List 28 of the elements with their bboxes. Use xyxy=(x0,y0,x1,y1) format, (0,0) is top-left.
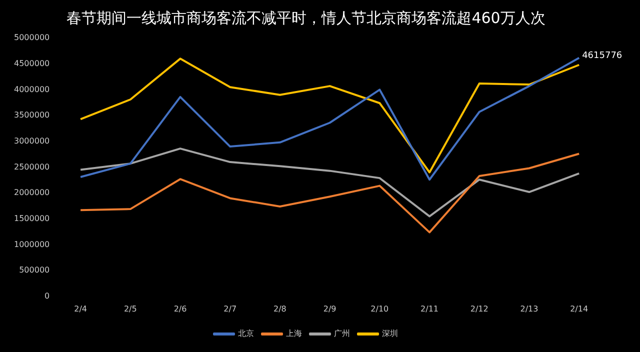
x-tick-label: 2/9 xyxy=(323,304,336,314)
x-tick-label: 2/13 xyxy=(520,304,538,314)
x-tick-label: 2/5 xyxy=(124,304,137,314)
y-tick-label: 1000000 xyxy=(14,240,50,249)
x-tick-label: 2/12 xyxy=(470,304,488,314)
x-tick-label: 2/6 xyxy=(174,304,187,314)
y-tick-label: 4000000 xyxy=(14,84,50,94)
x-tick-label: 2/8 xyxy=(274,304,286,314)
y-tick-label: 3500000 xyxy=(14,110,50,120)
legend-label: 北京 xyxy=(238,329,254,338)
y-tick-label: 1500000 xyxy=(14,214,50,223)
x-tick-label: 2/10 xyxy=(370,304,389,314)
y-tick-label: 0 xyxy=(44,291,50,300)
x-tick-label: 2/4 xyxy=(74,304,87,314)
y-tick-label: 500000 xyxy=(19,266,50,275)
y-tick-label: 3000000 xyxy=(14,136,50,146)
data-label: 4615776 xyxy=(582,51,622,62)
y-tick-label: 2500000 xyxy=(14,162,50,172)
chart-title: 春节期间一线城市商场客流不减平时，情人节北京商场客流超460万人次 xyxy=(66,8,546,27)
legend-label: 上海 xyxy=(286,329,302,338)
legend-label: 深圳 xyxy=(382,329,398,338)
x-tick-label: 2/11 xyxy=(420,304,439,314)
y-tick-label: 4500000 xyxy=(14,58,50,68)
y-tick-label: 2000000 xyxy=(14,188,50,198)
x-tick-label: 2/14 xyxy=(570,304,588,314)
legend-label: 广州 xyxy=(334,329,350,338)
x-tick-label: 2/7 xyxy=(224,304,237,314)
y-tick-label: 5000000 xyxy=(14,33,50,42)
